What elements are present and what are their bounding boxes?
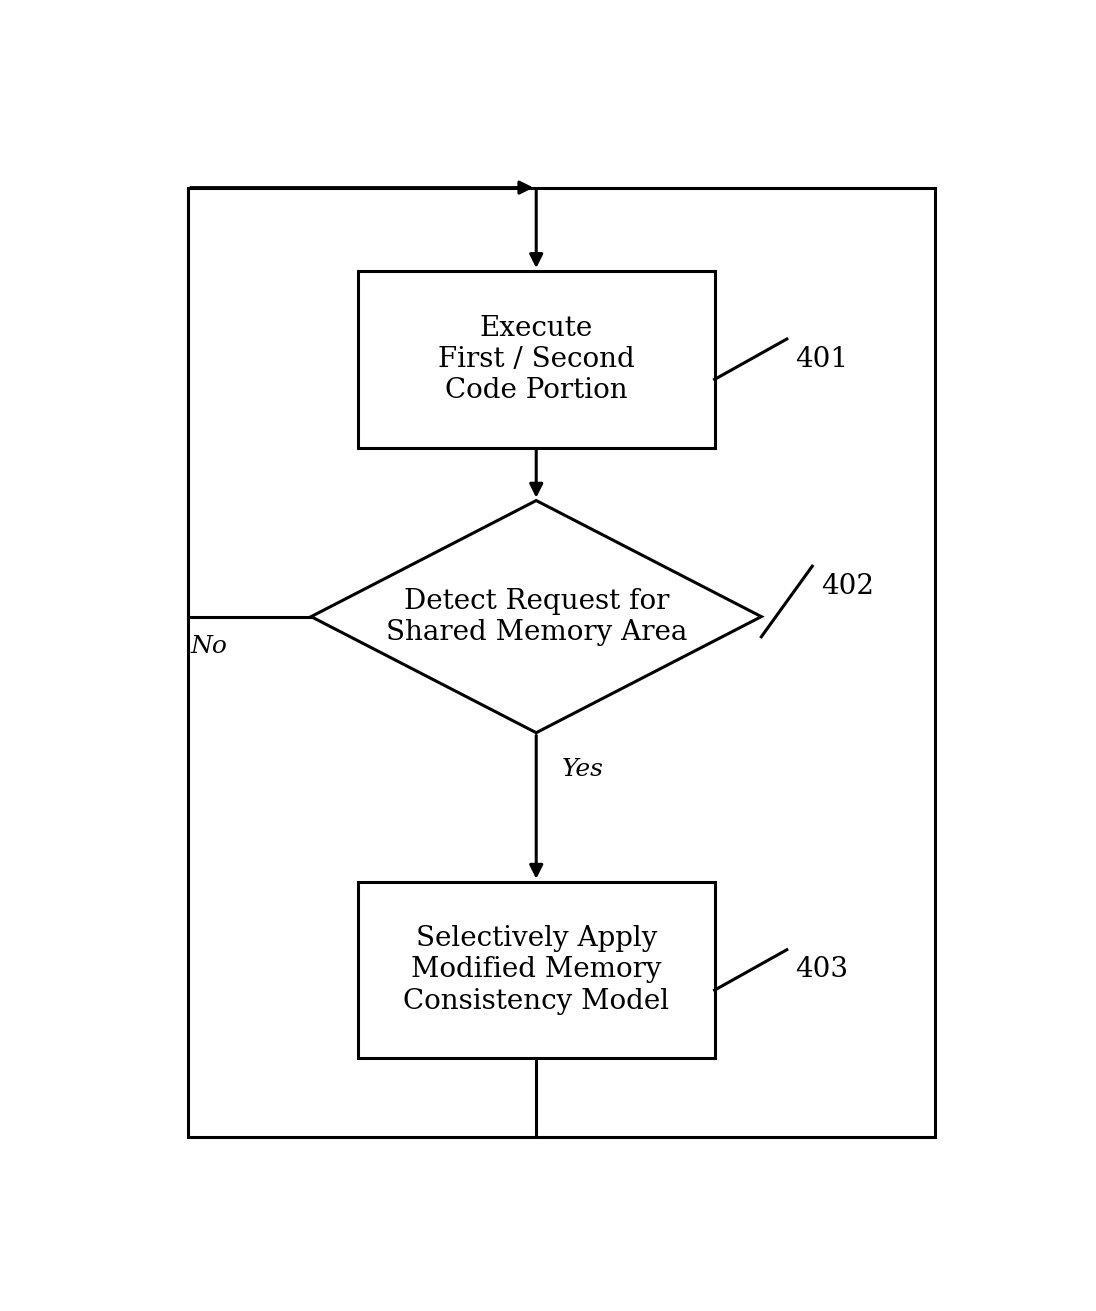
Bar [357,271,715,447]
Bar [357,881,715,1058]
Polygon shape [311,501,762,733]
Text: Execute
First / Second
Code Portion: Execute First / Second Code Portion [437,315,635,404]
Text: No: No [191,636,228,658]
Text: 402: 402 [821,573,874,600]
Text: Selectively Apply
Modified Memory
Consistency Model: Selectively Apply Modified Memory Consis… [403,926,670,1015]
Bar [189,187,935,1137]
Text: Detect Request for
Shared Memory Area: Detect Request for Shared Memory Area [386,587,687,646]
Text: Yes: Yes [562,758,604,781]
Text: 403: 403 [796,957,848,983]
Text: 401: 401 [796,346,848,372]
